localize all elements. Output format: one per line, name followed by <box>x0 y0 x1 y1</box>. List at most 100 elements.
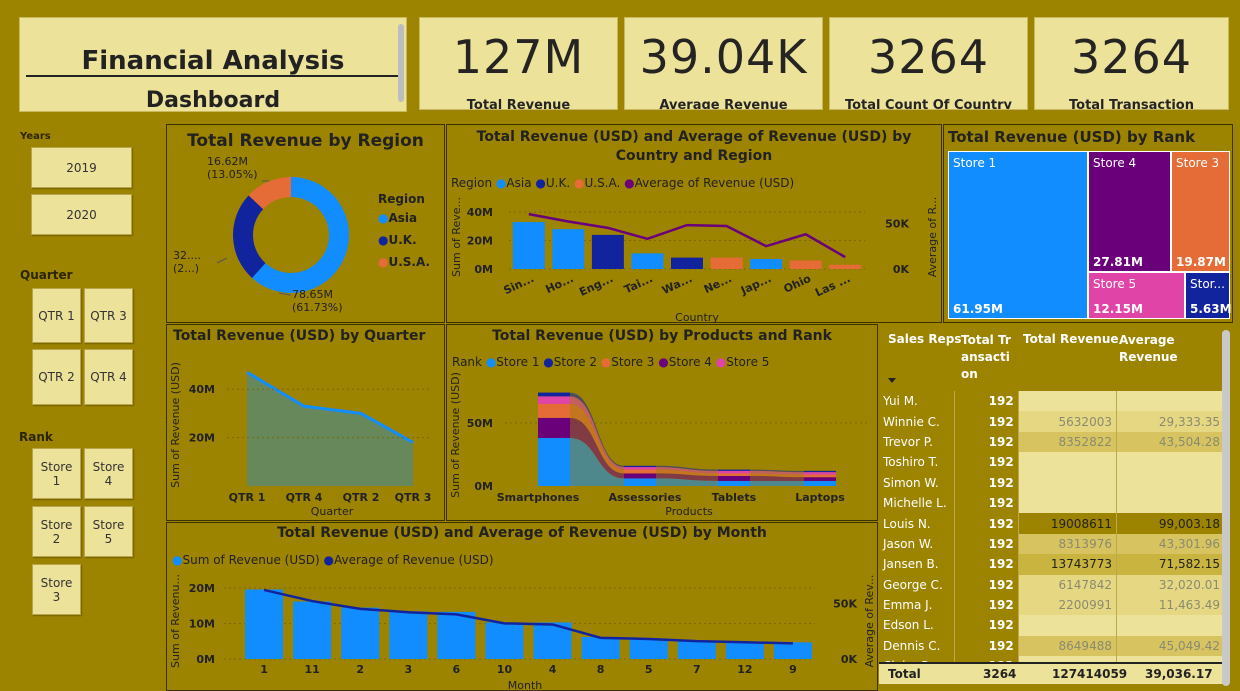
ribbon-store2[interactable] <box>570 392 624 468</box>
segment-store1[interactable] <box>804 480 836 486</box>
treemap-cell-store5[interactable]: Store 5 12.15M <box>1088 272 1185 319</box>
header-sales-reps[interactable]: Sales Reps <box>888 332 962 346</box>
table-row[interactable]: Emma J. 192 2200991 11,463.49 <box>879 594 1224 616</box>
table-row[interactable]: Yui M. 192 <box>879 391 1224 412</box>
segment-store1[interactable] <box>538 438 570 486</box>
segment-store5[interactable] <box>538 396 570 404</box>
bar-month-9[interactable] <box>773 642 812 659</box>
slicer-qtr2[interactable]: QTR 2 <box>32 349 81 405</box>
segment-store2[interactable] <box>718 469 750 471</box>
ribbon-store3[interactable] <box>656 469 718 476</box>
legend-item-sum[interactable]: ●Sum of Revenue (USD) <box>172 553 320 567</box>
segment-store2[interactable] <box>804 470 836 473</box>
bar-month-11[interactable] <box>293 601 332 659</box>
segment-store4[interactable] <box>718 475 750 481</box>
slicer-year-2019[interactable]: 2019 <box>31 147 132 188</box>
quarter-line[interactable] <box>246 370 414 444</box>
month-chart[interactable]: 20M 10M 0M 50K 0K Sum of Revenu... Average of … <box>167 523 879 691</box>
bar-Tai...[interactable] <box>631 253 664 269</box>
table-row[interactable]: Jason W. 192 8313976 43,301.96 <box>879 533 1224 555</box>
sort-desc-icon[interactable] <box>888 378 896 383</box>
table-scrollbar[interactable] <box>1222 330 1230 686</box>
segment-store1[interactable] <box>624 478 656 486</box>
bar-month-12[interactable] <box>725 641 764 659</box>
table-row[interactable]: George C. 192 6147842 32,020.01 <box>879 574 1224 595</box>
legend-item-asia[interactable]: ●Asia <box>378 211 418 225</box>
region-donut-chart[interactable] <box>167 125 446 324</box>
country-chart[interactable]: 40M 20M 0M 50K 0K Sum of Reve... Average of R.… <box>447 125 943 324</box>
bar-month-1[interactable] <box>245 589 284 659</box>
table-row[interactable]: Trevor P. 192 8352822 43,504.28 <box>879 431 1224 453</box>
treemap-cell-store4[interactable]: Store 4 27.81M <box>1088 151 1171 272</box>
donut-slice-asia[interactable] <box>252 177 349 293</box>
slicer-qtr3[interactable]: QTR 3 <box>84 288 133 343</box>
ribbon-store3[interactable] <box>570 403 624 474</box>
ribbon-store5[interactable] <box>656 467 718 474</box>
donut-slice-usa[interactable] <box>248 177 291 210</box>
ribbon-store1[interactable] <box>570 438 624 486</box>
average-line[interactable] <box>528 212 846 259</box>
segment-store5[interactable] <box>718 470 750 474</box>
bar-Ne...[interactable] <box>710 257 743 269</box>
header-total-transaction[interactable]: Total Transaction <box>961 333 1011 381</box>
slicer-qtr1[interactable]: QTR 1 <box>32 288 81 343</box>
ribbon-store5[interactable] <box>570 396 624 470</box>
table-row[interactable]: Louis N. 192 19008611 99,003.18 <box>879 513 1224 534</box>
bar-Sin...[interactable] <box>512 222 545 269</box>
ribbon-store2[interactable] <box>656 465 718 471</box>
table-row[interactable]: Michelle L. 192 <box>879 492 1224 514</box>
legend-item-store5[interactable]: ●Store 5 <box>715 355 770 369</box>
slicer-store3[interactable]: Store 3 <box>32 564 81 615</box>
segment-store4[interactable] <box>624 473 656 479</box>
slicer-store5[interactable]: Store 5 <box>84 506 133 557</box>
legend-item-store3[interactable]: ●Store 3 <box>600 355 655 369</box>
products-chart[interactable]: 50M 0M Smartphones Assessories Tablets Laptop… <box>447 325 879 522</box>
bar-Jap...[interactable] <box>750 259 783 269</box>
average-line[interactable] <box>263 588 793 645</box>
legend-item-usa[interactable]: ●U.S.A. <box>378 255 431 269</box>
bar-month-8[interactable] <box>581 637 620 659</box>
legend-item-store2[interactable]: ●Store 2 <box>543 355 597 369</box>
segment-store1[interactable] <box>718 480 750 486</box>
ribbon-store1[interactable] <box>750 480 804 486</box>
ribbon-store4[interactable] <box>750 475 804 481</box>
bar-Ohio[interactable] <box>789 260 822 269</box>
table-row[interactable]: Toshiro T. 192 <box>879 452 1224 473</box>
slicer-store1[interactable]: Store 1 <box>32 448 81 499</box>
ribbon-store2[interactable] <box>750 469 804 473</box>
segment-store3[interactable] <box>624 469 656 474</box>
legend-item-uk[interactable]: ●U.K. <box>378 233 417 247</box>
slicer-store2[interactable]: Store 2 <box>32 506 81 557</box>
bar-month-3[interactable] <box>389 611 428 659</box>
bar-month-2[interactable] <box>341 607 380 659</box>
table-row[interactable]: Winnie C. 192 5632003 29,333.35 <box>879 411 1224 432</box>
bar-month-7[interactable] <box>677 640 716 659</box>
table-row[interactable]: Simon W. 192 <box>879 472 1224 493</box>
ribbon-store4[interactable] <box>656 473 718 481</box>
bar-month-10[interactable] <box>485 622 524 659</box>
segment-store2[interactable] <box>538 392 570 397</box>
treemap-cell-store2[interactable]: Stor... 5.63M <box>1185 272 1232 319</box>
treemap-cell-store3[interactable]: Store 3 19.87M <box>1171 151 1230 272</box>
segment-store4[interactable] <box>804 477 836 481</box>
slicer-store4[interactable]: Store 4 <box>84 448 133 499</box>
ribbon-store5[interactable] <box>750 470 804 475</box>
bar-month-5[interactable] <box>629 638 668 659</box>
table-row[interactable]: Jansen B. 192 13743773 71,582.15 <box>879 554 1224 575</box>
header-average-revenue[interactable]: Average Revenue <box>1119 333 1178 364</box>
title-scrollbar[interactable] <box>398 24 404 102</box>
segment-store2[interactable] <box>624 465 656 468</box>
segment-store5[interactable] <box>804 472 836 475</box>
segment-store4[interactable] <box>538 417 570 439</box>
legend-item-store4[interactable]: ●Store 4 <box>658 355 712 369</box>
segment-store3[interactable] <box>804 474 836 478</box>
treemap-cell-store1[interactable]: Store 1 61.95M <box>948 151 1088 319</box>
donut-slice-uk[interactable] <box>233 195 266 278</box>
legend-item-store1[interactable]: ●Store 1 <box>485 355 540 369</box>
segment-store3[interactable] <box>718 473 750 476</box>
legend-item-average[interactable]: ●Average of Revenue (USD) <box>624 176 795 190</box>
legend-item-usa[interactable]: ●U.S.A. <box>573 176 621 190</box>
header-total-revenue[interactable]: Total Revenue <box>1023 332 1119 346</box>
ribbon-store4[interactable] <box>570 417 624 479</box>
bar-Las ...[interactable] <box>829 264 862 269</box>
